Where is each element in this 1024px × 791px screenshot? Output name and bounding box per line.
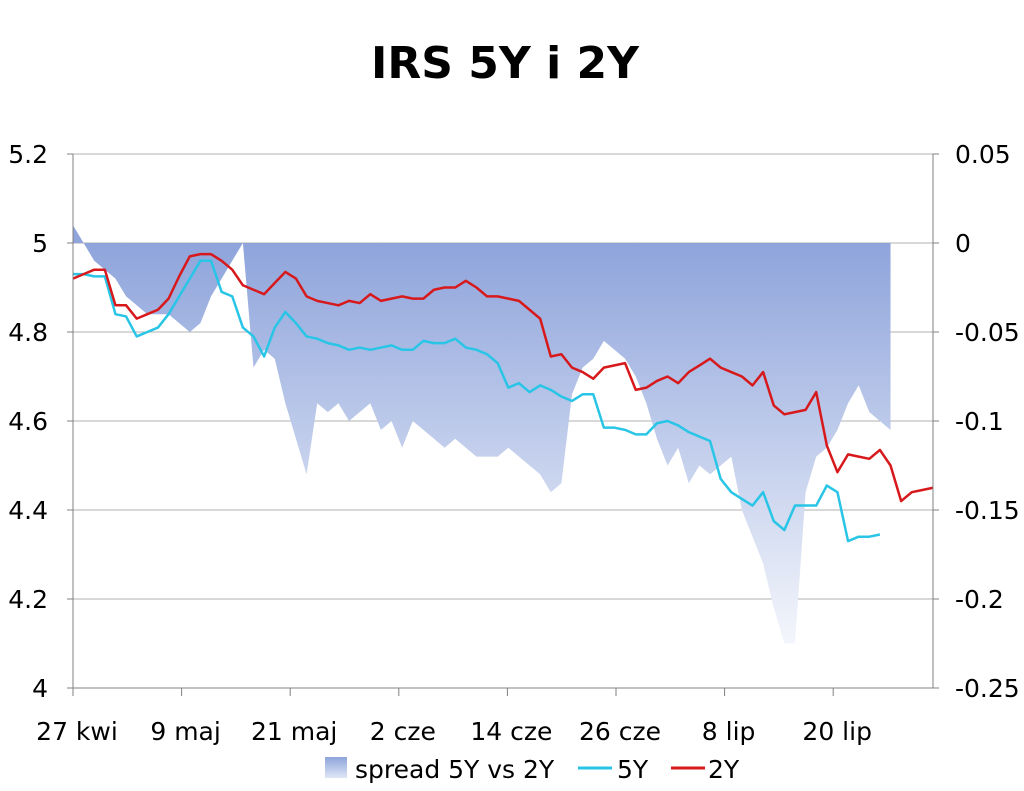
legend-label-spread: spread 5Y vs 2Y [355, 755, 555, 784]
y-left-tick-label: 4.8 [8, 318, 48, 347]
y-right-tick-label: -0.05 [955, 318, 1020, 347]
axes [67, 153, 939, 696]
x-tick-label: 9 maj [150, 717, 220, 746]
tick-labels: 4 4.2 4.4 4.6 4.8 5 5.2 -0.25 -0.2 -0.15 -0.1 -0.05… [8, 140, 1019, 746]
legend-label-5y: 5Y [617, 755, 649, 784]
y-right-tick-label: -0.15 [955, 496, 1020, 525]
y-left-tick-label: 4.4 [8, 496, 48, 525]
y-right-tick-label: 0.05 [955, 140, 1011, 169]
legend-label-2y: 2Y [708, 755, 740, 784]
y-right-tick-label: -0.25 [955, 674, 1020, 703]
x-tick-label: 8 lip [702, 717, 756, 746]
series-line-2y [72, 252, 934, 503]
y-left-tick-label: 5 [32, 229, 48, 258]
x-tick-label: 2 cze [370, 717, 436, 746]
spread-area [73, 225, 891, 644]
x-tick-label: 27 kwi [36, 717, 118, 746]
y-right-tick-label: 0 [955, 229, 971, 258]
x-tick-label: 26 cze [579, 717, 661, 746]
y-left-tick-label: 4 [32, 674, 48, 703]
series-line-5y [73, 259, 881, 543]
lines-layer [72, 252, 934, 543]
chart-title: IRS 5Y i 2Y [371, 38, 640, 89]
x-tick-label: 14 cze [470, 717, 552, 746]
y-left-tick-label: 4.2 [8, 585, 48, 614]
legend: spread 5Y vs 2Y 5Y 2Y [325, 755, 740, 784]
y-right-tick-label: -0.1 [955, 407, 1004, 436]
x-tick-label: 20 lip [802, 717, 872, 746]
area-layer [73, 225, 891, 644]
x-tick-label: 21 maj [251, 717, 337, 746]
y-left-tick-label: 5.2 [8, 140, 48, 169]
y-left-tick-label: 4.6 [8, 407, 48, 436]
legend-swatch-spread [325, 757, 347, 778]
y-right-tick-label: -0.2 [955, 585, 1004, 614]
